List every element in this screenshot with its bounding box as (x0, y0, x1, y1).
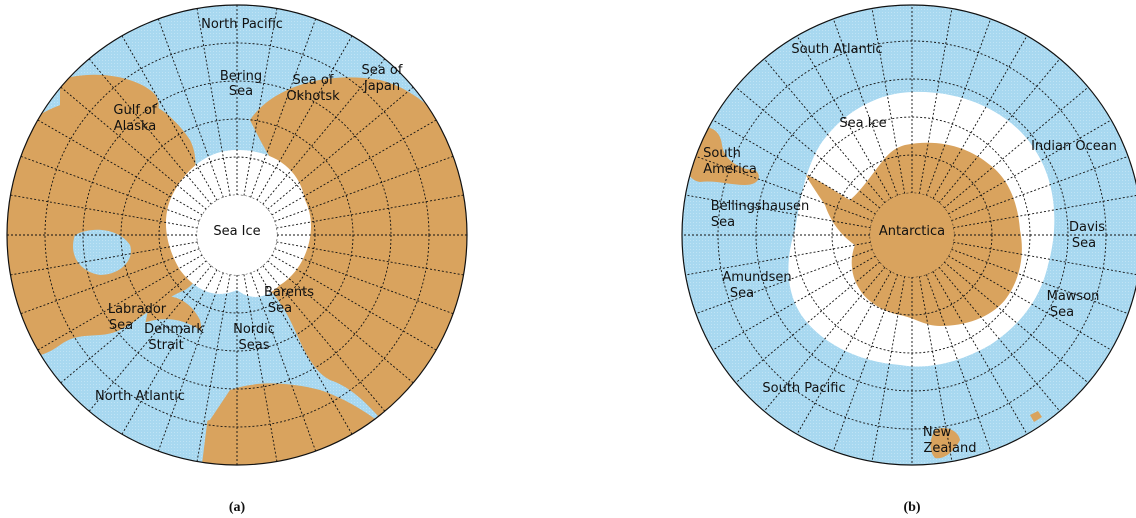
arctic-meridian (274, 248, 456, 315)
north-america-land (7, 94, 201, 357)
label-south-atlantic: South Atlantic (791, 42, 882, 57)
label-new-zealand-1: New (923, 425, 952, 440)
label-amundsen-2: Sea (730, 286, 754, 301)
arctic-map: North Pacific Bering Sea Sea of Okhotsk … (6, 4, 468, 466)
arctic-meridian (271, 118, 439, 216)
hudson-bay-water (72, 229, 131, 275)
label-north-pacific: North Pacific (201, 17, 283, 32)
arctic-meridian (120, 33, 218, 201)
label-okhotsk-1: Sea of (293, 73, 334, 88)
arctic-meridian (58, 85, 207, 210)
label-japan-2: Japan (363, 79, 400, 94)
label-bering-sea-1: Bering (220, 69, 262, 84)
arctic-meridian (256, 269, 354, 437)
arctic-meridian (58, 260, 207, 385)
label-south-pacific: South Pacific (762, 381, 845, 396)
arctic-meridian (196, 274, 231, 464)
arctic-meridian (267, 85, 416, 210)
nz-islet (1030, 411, 1042, 422)
arctic-pole-hole (197, 195, 277, 275)
label-okhotsk-2: Okhotsk (286, 89, 340, 104)
arctic-meridian (8, 194, 198, 229)
arctic-meridian (243, 6, 278, 196)
label-bellingshausen-1: Bellingshausen (711, 199, 809, 214)
arctic-meridian (267, 260, 416, 385)
antarctic-map: South Atlantic Sea Ice South America Ind… (681, 4, 1136, 466)
label-nordic-1: Nordic (233, 322, 275, 337)
antarctic-pole-cap (870, 193, 954, 277)
arctic-meridian (262, 265, 387, 414)
label-denmark-1: Denmark (144, 322, 204, 337)
arctic-meridian (35, 118, 203, 216)
label-nordic-2: Seas (239, 338, 270, 353)
label-bering-sea-2: Sea (229, 84, 253, 99)
label-bellingshausen-2: Sea (711, 215, 735, 230)
label-indian-ocean: Indian Ocean (1031, 139, 1117, 154)
label-gulf-alaska-1: Gulf of (113, 103, 157, 118)
label-gulf-alaska-2: Alaska (114, 119, 157, 134)
arctic-meridian (243, 274, 278, 464)
label-barents-2: Sea (268, 301, 292, 316)
label-mawson-1: Mawson (1047, 289, 1100, 304)
arctic-meridian (87, 265, 212, 414)
label-new-zealand-2: Zealand (924, 441, 977, 456)
arctic-meridian (120, 269, 218, 437)
arctic-meridian (262, 56, 387, 205)
label-antarctica: Antarctica (879, 224, 945, 239)
label-japan-1: Sea of (362, 63, 403, 78)
arctic-map-border (6, 4, 468, 466)
label-davis-2: Sea (1072, 236, 1096, 251)
eurasia-land (250, 77, 467, 444)
label-south-america-1: South (703, 146, 741, 161)
label-north-atlantic: North Atlantic (95, 389, 185, 404)
caption-a: (a) (229, 500, 246, 515)
label-sea-ice: Sea Ice (213, 224, 260, 239)
caption-b: (b) (903, 500, 920, 515)
arctic-meridian (18, 155, 200, 222)
arctic-meridian (276, 194, 466, 229)
arctic-meridian (35, 254, 203, 352)
arctic-meridian (8, 241, 198, 276)
label-amundsen-1: Amundsen (722, 270, 791, 285)
label-sea-ice-b: Sea Ice (839, 116, 886, 131)
label-labrador-1: Labrador (108, 302, 167, 317)
arctic-meridian (196, 6, 231, 196)
arctic-meridian (276, 241, 466, 276)
label-south-america-2: America (703, 162, 757, 177)
arctic-meridian (250, 16, 317, 198)
arctic-meridian (157, 16, 224, 198)
arctic-meridian (18, 248, 200, 315)
arctic-meridian (271, 254, 439, 352)
antarctic-map-border (681, 4, 1136, 466)
arctic-graticule (7, 5, 467, 465)
arctic-meridian (157, 272, 224, 454)
arctic-meridian (87, 56, 212, 205)
label-davis-1: Davis (1069, 220, 1105, 235)
north-america-west-land (60, 74, 159, 127)
label-labrador-2: Sea (109, 318, 133, 333)
arctic-meridian (274, 155, 456, 222)
label-barents-1: Barents (264, 285, 314, 300)
new-zealand-land (930, 428, 960, 459)
arctic-meridian (256, 33, 354, 201)
arctic-meridian (250, 272, 317, 454)
label-denmark-2: Strait (148, 338, 183, 353)
label-mawson-2: Sea (1050, 305, 1074, 320)
